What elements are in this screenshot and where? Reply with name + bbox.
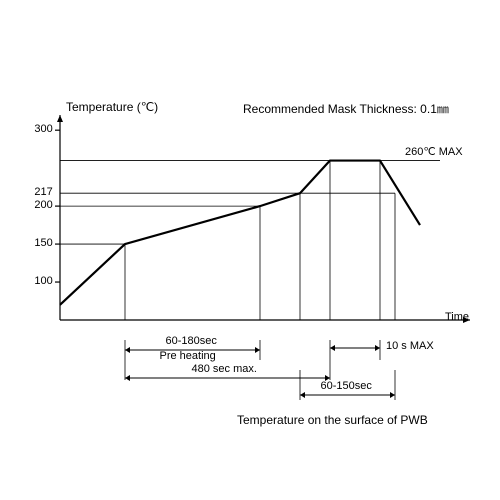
span-label-1: 10 s MAX (386, 340, 434, 352)
ytick-100: 100 (34, 275, 52, 287)
ytick-200: 200 (34, 199, 52, 211)
y-axis-label: Temperature (℃) (66, 100, 158, 114)
top-note: Recommended Mask Thickness: 0.1㎜ (243, 100, 449, 117)
span-label-3: 60-150sec (321, 380, 372, 392)
ytick-300: 300 (34, 123, 52, 135)
span-sub-0: Pre heating (160, 350, 216, 362)
span-label-2: 480 sec max. (192, 363, 257, 375)
footer-text: Temperature on the surface of PWB (237, 413, 428, 427)
span-label-0: 60-180sec (166, 335, 217, 347)
ytick-150: 150 (34, 237, 52, 249)
x-axis-label: Time (445, 311, 469, 323)
peak-label: 260℃ MAX (405, 145, 463, 158)
ytick-217: 217 (34, 186, 52, 198)
